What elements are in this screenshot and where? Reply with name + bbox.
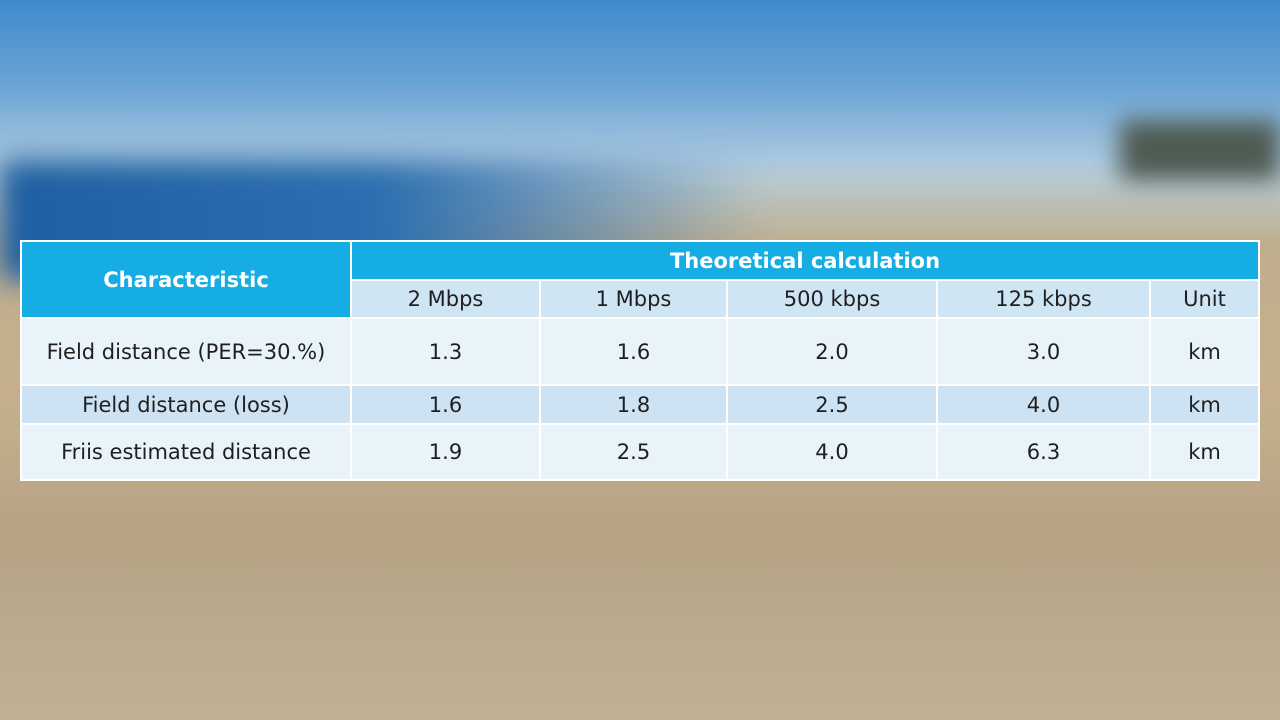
subheader-cell: Unit	[1149, 279, 1260, 319]
row-label: Field distance (PER=30.%)	[20, 317, 352, 386]
table-body: Field distance (PER=30.%) 1.3 1.6 2.0 3.0 km F…	[20, 317, 1260, 481]
row-label: Friis estimated distance	[20, 423, 352, 481]
table-row: Field distance (loss) 1.6 1.8 2.5 4.0 km	[20, 384, 1260, 425]
table-cell: 6.3	[936, 423, 1151, 481]
table-cell: km	[1149, 384, 1260, 425]
header-cell: Theoretical calculation	[350, 240, 1260, 281]
subheader-cell: 1 Mbps	[539, 279, 728, 319]
table-cell: 4.0	[936, 384, 1151, 425]
table-cell: 4.0	[726, 423, 938, 481]
table-row: Friis estimated distance 1.9 2.5 4.0 6.3 km	[20, 423, 1260, 481]
table-cell: 2.5	[539, 423, 728, 481]
table-cell: km	[1149, 423, 1260, 481]
table-cell: 2.0	[726, 317, 938, 386]
hill	[1120, 120, 1280, 180]
table-cell: 1.9	[350, 423, 541, 481]
table-cell: 2.5	[726, 384, 938, 425]
table-cell: 1.3	[350, 317, 541, 386]
table-cell: 1.8	[539, 384, 728, 425]
table-cell: 1.6	[350, 384, 541, 425]
table-row: Field distance (PER=30.%) 1.3 1.6 2.0 3.0 km	[20, 317, 1260, 386]
subheader-cell: 2 Mbps	[350, 279, 541, 319]
subheader-row: 2 Mbps 1 Mbps 500 kbps 125 kbps Unit	[21, 279, 1260, 319]
table-cell: km	[1149, 317, 1260, 386]
table-cell: 3.0	[936, 317, 1151, 386]
subheader-cell: 500 kbps	[726, 279, 938, 319]
data-table: Characteristic Theoretical calculation 2…	[20, 240, 1260, 481]
header-row: Characteristic Theoretical calculation	[20, 240, 1260, 319]
subheader-cell: 125 kbps	[936, 279, 1151, 319]
table-cell: 1.6	[539, 317, 728, 386]
header-cell: Characteristic	[20, 240, 352, 319]
row-label: Field distance (loss)	[20, 384, 352, 425]
